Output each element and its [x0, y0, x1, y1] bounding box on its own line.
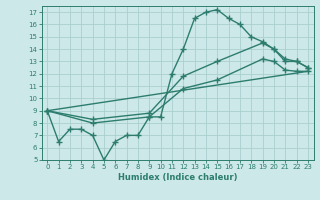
X-axis label: Humidex (Indice chaleur): Humidex (Indice chaleur): [118, 173, 237, 182]
